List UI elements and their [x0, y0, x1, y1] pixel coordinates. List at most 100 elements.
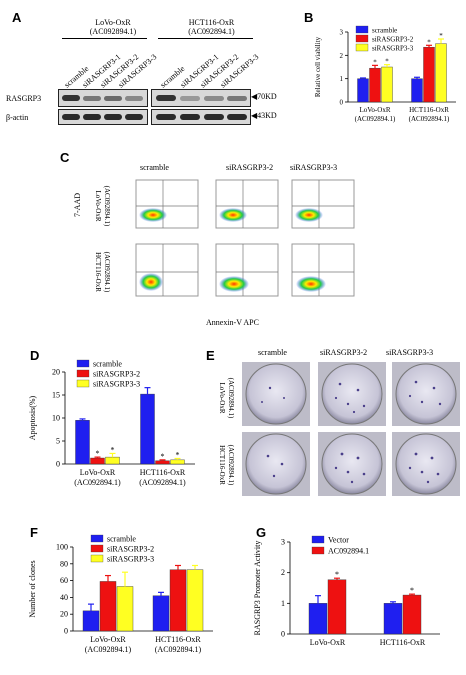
bar: [170, 459, 185, 465]
y-tick-label: 0: [340, 99, 344, 107]
flow-plot: [135, 179, 199, 229]
blot-rasgrp3-lovo: [58, 89, 148, 107]
legend-label: siRASGRP3-3: [107, 555, 154, 564]
bar: [90, 457, 105, 465]
bar: [169, 569, 187, 632]
bar: [105, 456, 120, 465]
y-axis-label: Relative cell viability: [314, 36, 322, 97]
blot-group2-name: HCT116-OxR: [188, 18, 235, 27]
y-tick-label: 20: [52, 368, 60, 377]
blot-group2-line: [158, 38, 253, 39]
bar: [116, 586, 134, 632]
colony-col-label: scramble: [258, 348, 287, 357]
legend-swatch: [355, 25, 369, 34]
bar: [327, 579, 347, 635]
panel-label-d: D: [30, 348, 40, 363]
legend-swatch: [76, 369, 90, 378]
significance-marker: *: [335, 570, 339, 579]
panel-label-e: E: [206, 348, 215, 363]
colony-wells: [242, 362, 460, 496]
blot-group1-name: LoVo-OxR: [95, 18, 131, 27]
x-tick-label: LoVo-OxR: [80, 468, 116, 477]
legend-label: scramble: [93, 360, 122, 369]
significance-marker: *: [427, 38, 431, 46]
y-axis-label: Number of clones: [28, 560, 37, 617]
flow-row-sub: (AC092894.1): [103, 252, 111, 293]
colony-row-labels: LoVo-OxR (AC092894.1) HCT116-OxR (AC0928…: [218, 378, 235, 486]
significance-marker: *: [96, 449, 100, 458]
bar: [402, 594, 422, 635]
legend-swatch: [355, 34, 369, 43]
x-tick-label: LoVo-OxR: [90, 635, 126, 644]
y-tick-label: 3: [340, 29, 344, 37]
y-tick-label: 40: [60, 593, 68, 602]
significance-marker: *: [410, 586, 414, 595]
flow-axis-ylabel: 7-AAD: [73, 193, 82, 217]
panel-label-f: F: [30, 525, 38, 540]
colony-well: [242, 362, 310, 426]
bar: [186, 569, 204, 632]
flow-col-label: siRASGRP3-2: [226, 163, 274, 172]
x-tick-label: HCT116-OxR: [380, 638, 426, 647]
legend-swatch: [76, 379, 90, 388]
blot-group2-sub: (AC092894.1): [188, 27, 235, 36]
colony-col-label: siRASGRP3-3: [386, 348, 434, 357]
legend-label: scramble: [372, 27, 397, 35]
flow-row-labels: 7-AAD LoVo-OxR (AC092894.1) HCT116-OxR (…: [73, 186, 111, 293]
y-tick-label: 2: [281, 568, 285, 577]
legend-swatch: [76, 359, 90, 368]
x-tick-label: HCT116-OxR: [155, 635, 201, 644]
x-tick-label: HCT116-OxR: [140, 468, 186, 477]
flow-plot: [291, 179, 355, 229]
legend-label: siRASGRP3-3: [93, 380, 140, 389]
panel-label-g: G: [256, 525, 267, 540]
colony-row-label: HCT116-OxR: [218, 445, 226, 485]
x-tick-label: LoVo-OxR: [360, 106, 391, 114]
y-tick-label: 100: [56, 543, 68, 552]
arrow-icon: ◀: [251, 92, 258, 101]
y-tick-label: 2: [340, 52, 344, 60]
legend-swatch: [90, 544, 104, 553]
legend-swatch: [311, 535, 325, 544]
y-tick-label: 1: [281, 599, 285, 608]
x-tick-label: (AC092894.1): [85, 645, 132, 654]
kd-label: 43KD: [257, 111, 277, 120]
blot-rasgrp3-hct116: [151, 89, 251, 107]
y-tick-label: 1: [340, 75, 344, 83]
blot-group1-sub: (AC092894.1): [89, 27, 137, 36]
colony-well: [392, 362, 460, 426]
y-tick-label: 10: [52, 414, 60, 423]
kd-label: 70KD: [257, 92, 277, 101]
bar: [99, 581, 117, 632]
flow-row-label: LoVo-OxR: [94, 191, 102, 222]
bar: [308, 603, 328, 635]
y-tick-label: 5: [56, 437, 60, 446]
flow-plot: [215, 243, 279, 297]
blot-group1-label: LoVo-OxR (AC092894.1): [78, 18, 148, 36]
bar: [369, 67, 381, 103]
bar: [82, 610, 100, 632]
bar: [75, 420, 90, 465]
legend-label: siRASGRP3-3: [372, 45, 414, 53]
significance-marker: *: [176, 450, 180, 459]
legend-swatch: [311, 546, 325, 555]
blot-actin-lovo: [58, 109, 148, 125]
colony-col-label: siRASGRP3-2: [320, 348, 368, 357]
x-tick-label: (AC092894.1): [355, 115, 396, 123]
significance-marker: *: [111, 445, 115, 454]
blot-row-label-actin: β-actin: [6, 113, 29, 122]
flow-row-sub: (AC092894.1): [103, 186, 111, 227]
colony-well: [318, 362, 386, 426]
y-tick-label: 0: [64, 627, 68, 636]
x-tick-label: (AC092894.1): [74, 478, 121, 487]
blot-lane-labels: scramble siRASGRP3-1 siRASGRP3-2 siRASGR…: [63, 52, 261, 89]
chart-b-viability: 0 1 2 3 Relative cell viability LoVo-OxR(AC09…: [314, 25, 456, 123]
blot-row-label-rasgrp3: RASGRP3: [6, 94, 42, 103]
bar: [411, 78, 423, 103]
flow-plot: [215, 179, 279, 229]
y-tick-label: 0: [56, 460, 60, 469]
y-tick-label: 60: [60, 576, 68, 585]
panel-label-c: C: [60, 150, 70, 165]
significance-marker: *: [439, 32, 443, 40]
